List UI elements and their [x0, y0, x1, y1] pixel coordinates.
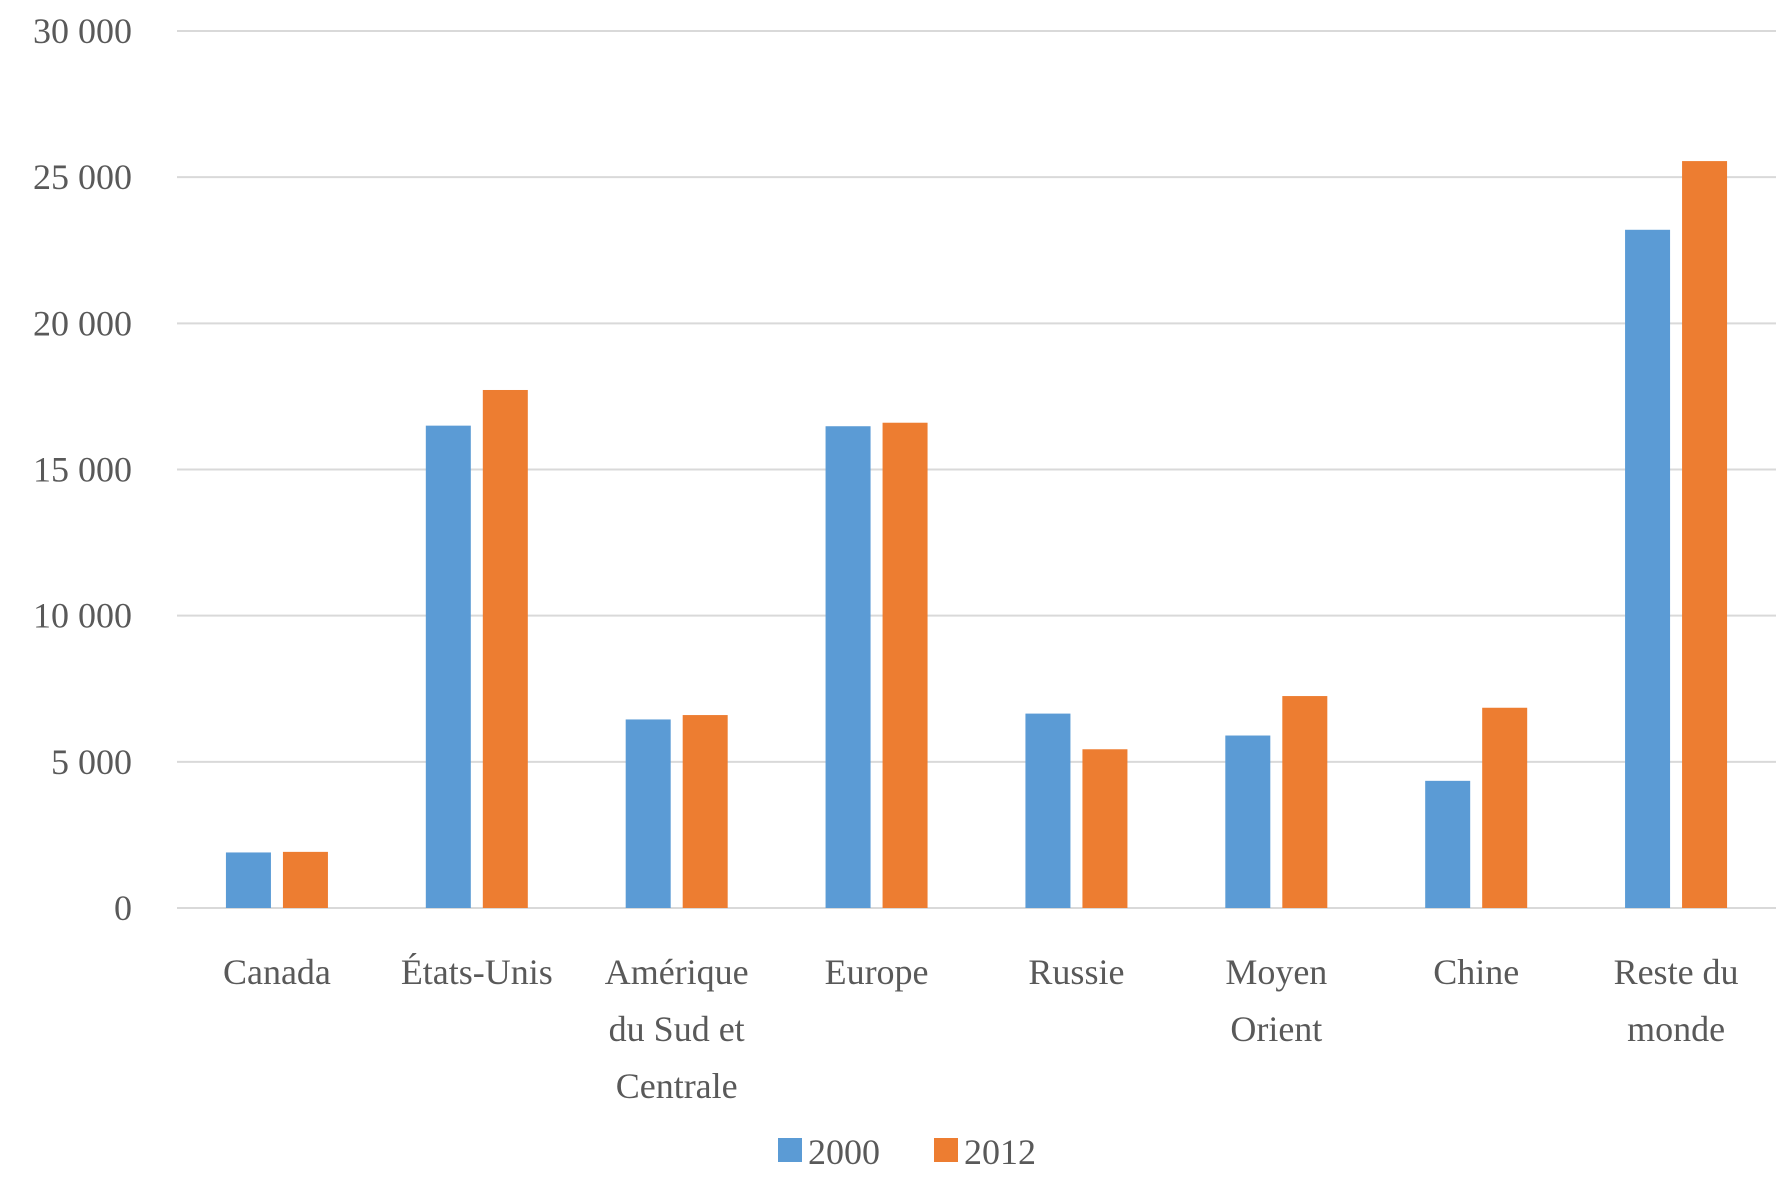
x-category-label: Chine	[1433, 952, 1519, 992]
bar-2012-2	[682, 715, 728, 908]
y-tick-label: 25 000	[33, 157, 132, 197]
x-axis-category-labels: Canada États-Unis Amérique du Sud et Central…	[223, 952, 1739, 1106]
bar-2012-7	[1682, 161, 1728, 909]
bar-2000-6	[1425, 780, 1471, 908]
x-category-label-line: Russie	[1028, 952, 1124, 992]
bar-2012-6	[1482, 707, 1528, 908]
x-category-label-line: monde	[1627, 1009, 1725, 1049]
x-category-label-line: États-Unis	[401, 952, 553, 992]
x-category-label: Russie	[1028, 952, 1124, 992]
x-category-label-line: Europe	[825, 952, 929, 992]
x-category-label-line: Centrale	[616, 1066, 738, 1106]
legend-swatch	[934, 1138, 958, 1162]
x-category-label: Canada	[223, 952, 331, 992]
bar-2000-7	[1625, 229, 1671, 908]
y-tick-label: 15 000	[33, 450, 132, 490]
legend: 2000 2012	[778, 1132, 1036, 1172]
bar-2012-4	[1082, 749, 1128, 908]
y-tick-label: 20 000	[33, 303, 132, 343]
y-tick-label: 5 000	[51, 742, 132, 782]
x-category-label-line: du Sud et	[609, 1009, 745, 1049]
bar-2012-5	[1282, 696, 1328, 908]
legend-swatch	[778, 1138, 802, 1162]
legend-label: 2000	[808, 1132, 880, 1172]
bar-2000-5	[1225, 735, 1271, 908]
x-category-label-line: Chine	[1433, 952, 1519, 992]
bar-2000-1	[425, 425, 471, 908]
y-tick-label: 30 000	[33, 11, 132, 51]
x-category-label: Moyen Orient	[1225, 952, 1327, 1049]
x-category-label-line: Amérique	[605, 952, 749, 992]
bar-2000-4	[1025, 713, 1071, 908]
x-category-label: États-Unis	[401, 952, 553, 992]
bar-2012-1	[482, 389, 528, 908]
legend-label: 2012	[964, 1132, 1036, 1172]
bar-2012-3	[882, 422, 928, 908]
x-category-label-line: Reste du	[1614, 952, 1739, 992]
y-axis-tick-labels: 0 5 000 10 000 15 000 20 000 25 000 30 000	[33, 11, 132, 928]
bar-2012-0	[282, 851, 328, 908]
x-category-label: Amérique du Sud et Centrale	[605, 952, 749, 1106]
bar-2000-3	[825, 426, 871, 908]
y-tick-label: 10 000	[33, 596, 132, 636]
bar-2000-2	[625, 719, 671, 908]
x-category-label: Europe	[825, 952, 929, 992]
y-tick-label: 0	[114, 888, 132, 928]
gridlines	[177, 30, 1776, 909]
x-category-label-line: Moyen	[1225, 952, 1327, 992]
x-category-label-line: Canada	[223, 952, 331, 992]
bars	[225, 161, 1728, 909]
x-category-label: Reste du monde	[1614, 952, 1739, 1049]
x-category-label-line: Orient	[1230, 1009, 1322, 1049]
bar-2000-0	[225, 852, 271, 908]
